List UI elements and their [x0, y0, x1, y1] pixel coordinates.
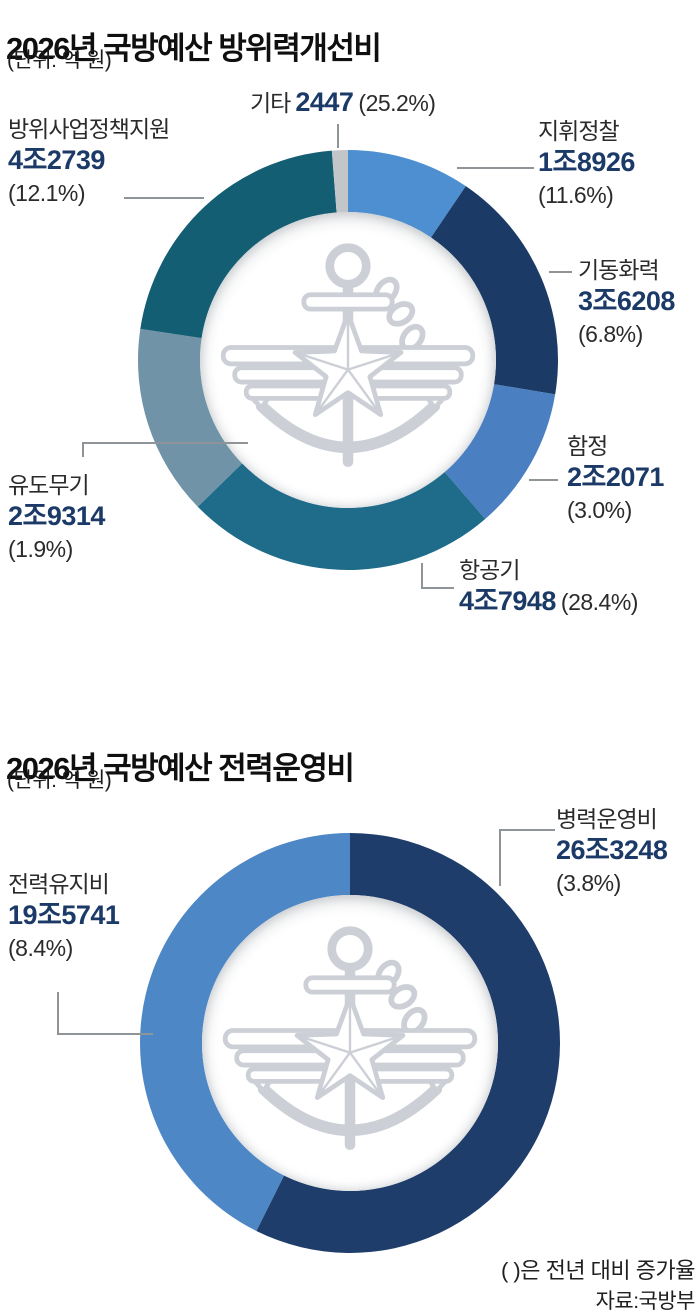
- segment-name: 항공기: [459, 557, 520, 583]
- leader-personnel-operation-v: [499, 829, 501, 886]
- donut-segment-other: [331, 150, 348, 213]
- segment-name: 병력운영비: [556, 806, 658, 832]
- leader-defense-policy-support: [124, 197, 204, 199]
- chart1-unit-label: (단위: 억 원): [7, 49, 112, 72]
- leader-command-recon: [457, 167, 534, 169]
- segment-value: 3조6208: [578, 286, 675, 317]
- leader-guided-weapons-h: [82, 442, 248, 444]
- donut-segment-personnel-operation: [256, 833, 560, 1253]
- segment-growth: (3.8%): [556, 870, 621, 897]
- leader-other: [337, 124, 339, 148]
- segment-growth: (6.8%): [578, 321, 643, 348]
- segment-growth: (12.1%): [8, 180, 86, 207]
- segment-name: 유도무기: [8, 472, 90, 498]
- chart2-title: 2026년 국방예산 전력운영비: [6, 750, 355, 786]
- donut-segment-guided-weapons: [138, 328, 243, 507]
- leader-personnel-operation-h: [499, 829, 555, 831]
- segment-name: 기동화력: [578, 257, 660, 283]
- segment-name: 지휘정찰: [538, 118, 620, 144]
- segment-value: 4조7948: [459, 586, 556, 617]
- segment-growth: (8.4%): [8, 935, 73, 962]
- label-force-maintenance: 전력유지비 19조5741 (8.4%): [8, 870, 120, 965]
- leader-force-maintenance-h: [57, 1033, 153, 1035]
- donut-segment-command-recon: [348, 150, 466, 238]
- segment-value: 4조2739: [8, 145, 105, 176]
- label-command-recon: 지휘정찰 1조8926 (11.6%): [538, 117, 635, 212]
- footer-source: 자료:국방부: [595, 1290, 696, 1313]
- donut-segment-force-maintenance: [140, 833, 350, 1231]
- segment-name: 기타: [250, 90, 291, 116]
- donut-segment-mobile-firepower: [431, 186, 558, 395]
- label-other: 기타 2447 (25.2%): [250, 86, 436, 119]
- donut1-hole: [200, 212, 496, 508]
- chart2-unit-label: (단위: 억 원): [7, 769, 112, 792]
- footer-note: ( )은 전년 대비 증가율: [500, 1258, 696, 1283]
- segment-value: 1조8926: [538, 147, 635, 178]
- leader-force-maintenance-v: [57, 992, 59, 1035]
- donut-segment-aircraft: [197, 463, 486, 570]
- mnd-emblem-watermark-icon: [206, 899, 494, 1187]
- donut-chart-defense-improvement: [138, 150, 558, 570]
- segment-value: 2447: [295, 87, 354, 117]
- label-guided-weapons: 유도무기 2조9314 (1.9%): [8, 471, 105, 566]
- leader-ships: [529, 479, 558, 481]
- label-ships: 함정 2조2071 (3.0%): [567, 432, 664, 527]
- label-aircraft: 항공기 4조7948 (28.4%): [459, 556, 638, 619]
- segment-growth: (3.0%): [567, 497, 632, 524]
- donut-segment-ships: [444, 384, 556, 519]
- leader-mobile-firepower: [549, 271, 572, 273]
- segment-name: 함정: [567, 433, 608, 459]
- leader-aircraft-v: [421, 563, 423, 589]
- segment-growth: (25.2%): [358, 90, 436, 116]
- segment-name: 방위사업정책지원: [8, 116, 170, 142]
- segment-growth: (1.9%): [8, 536, 73, 563]
- segment-value: 26조3248: [556, 835, 668, 866]
- mnd-emblem-watermark-icon: [204, 216, 492, 504]
- segment-name: 전력유지비: [8, 871, 110, 897]
- leader-aircraft-h: [421, 587, 454, 589]
- donut2-hole: [202, 895, 498, 1191]
- donut-chart-force-operation: [140, 833, 560, 1253]
- chart1-title: 2026년 국방예산 방위력개선비: [6, 30, 382, 66]
- segment-value: 2조9314: [8, 501, 105, 532]
- segment-value: 19조5741: [8, 900, 120, 931]
- segment-growth: (11.6%): [538, 182, 614, 209]
- donut-segment-defense-policy-support: [140, 150, 337, 339]
- label-mobile-firepower: 기동화력 3조6208 (6.8%): [578, 256, 675, 351]
- label-defense-policy-support: 방위사업정책지원 4조2739 (12.1%): [8, 115, 170, 210]
- segment-value: 2조2071: [567, 462, 664, 493]
- leader-guided-weapons-v: [82, 442, 84, 457]
- label-personnel-operation: 병력운영비 26조3248 (3.8%): [556, 805, 668, 900]
- segment-growth: (28.4%): [560, 589, 639, 616]
